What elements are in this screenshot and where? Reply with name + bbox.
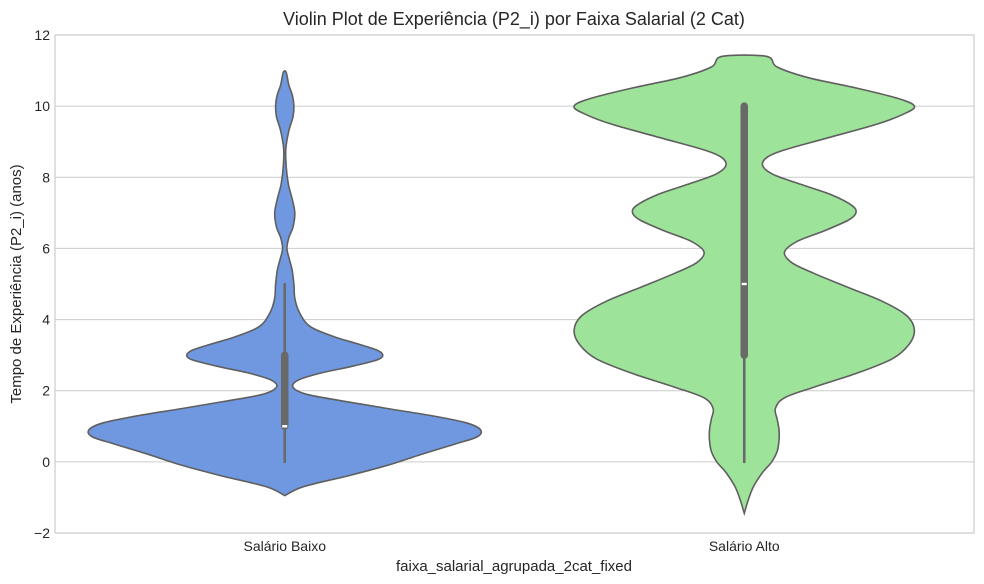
- violin-salario-alto: [573, 54, 916, 516]
- median-marker: [741, 282, 747, 286]
- violin-salario-baixo: [87, 70, 483, 497]
- y-tick-label: 2: [42, 383, 50, 399]
- y-axis-ticks: −2 0 2 4 6 8 10 12: [34, 27, 50, 541]
- median-marker: [282, 425, 288, 428]
- y-axis-label: Tempo de Experiência (P2_i) (anos): [8, 164, 25, 403]
- x-tick-label: Salário Alto: [709, 538, 780, 554]
- chart-title: Violin Plot de Experiência (P2_i) por Fa…: [283, 9, 745, 30]
- plot-frame: [54, 34, 975, 534]
- x-tick-label: Salário Baixo: [244, 538, 327, 554]
- x-axis-ticks: Salário Baixo Salário Alto: [244, 538, 780, 554]
- y-tick-label: 8: [42, 169, 50, 185]
- y-tick-label: −2: [34, 525, 50, 541]
- violins: [87, 54, 916, 516]
- y-tick-label: 6: [42, 240, 50, 256]
- y-tick-label: 12: [34, 27, 50, 43]
- y-tick-label: 4: [42, 312, 50, 328]
- x-axis-label: faixa_salarial_agrupada_2cat_fixed: [396, 558, 632, 575]
- y-tick-label: 0: [42, 454, 50, 470]
- y-tick-label: 10: [34, 98, 50, 114]
